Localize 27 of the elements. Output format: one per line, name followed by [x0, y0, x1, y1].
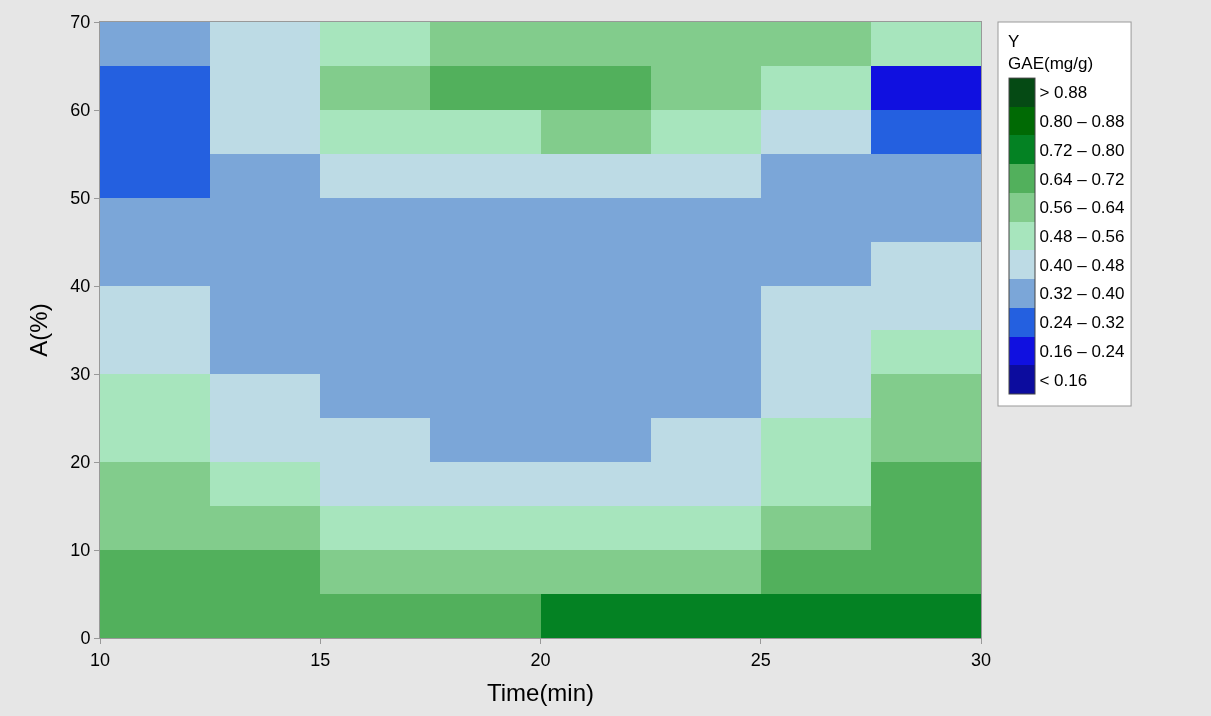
- y-tick-label: 0: [80, 628, 91, 649]
- color-bar-label: 0.80 – 0.88: [1039, 112, 1125, 132]
- color-bar-label: 0.48 – 0.56: [1039, 227, 1125, 246]
- y-tick-label: 70: [70, 12, 91, 33]
- y-tick-label: 40: [70, 276, 91, 297]
- x-axis-title: Time(min): [486, 678, 595, 706]
- x-tick-label: 10: [89, 649, 111, 670]
- x-tick-label: 15: [310, 649, 331, 670]
- color-bar-label: 0.64 – 0.72: [1039, 169, 1125, 189]
- color-bar-title: Y GAE(mg/g): [1008, 32, 1094, 74]
- y-tick-label: 10: [70, 540, 91, 561]
- y-tick-label: 60: [70, 100, 91, 121]
- color-bar-label: 0.56 – 0.64: [1039, 198, 1125, 218]
- y-tick-label: 30: [70, 364, 91, 385]
- color-bar-label: 0.32 – 0.40: [1039, 284, 1125, 304]
- color-bar-label: > 0.88: [1039, 83, 1088, 103]
- color-bar-label: 0.16 – 0.24: [1039, 341, 1125, 361]
- y-tick-label: 50: [70, 188, 91, 209]
- x-tick-label: 30: [970, 649, 992, 670]
- color-bar-label: 0.40 – 0.48: [1039, 255, 1125, 275]
- color-bar-label: 0.24 – 0.32: [1039, 313, 1125, 333]
- x-tick-label: 25: [750, 649, 771, 670]
- color-bar-label: 0.72 – 0.80: [1039, 140, 1125, 160]
- color-bar-label: < 0.16: [1039, 370, 1088, 390]
- x-tick-label: 20: [530, 649, 551, 670]
- y-axis-title: A(%): [25, 303, 53, 357]
- y-tick-label: 20: [70, 452, 91, 473]
